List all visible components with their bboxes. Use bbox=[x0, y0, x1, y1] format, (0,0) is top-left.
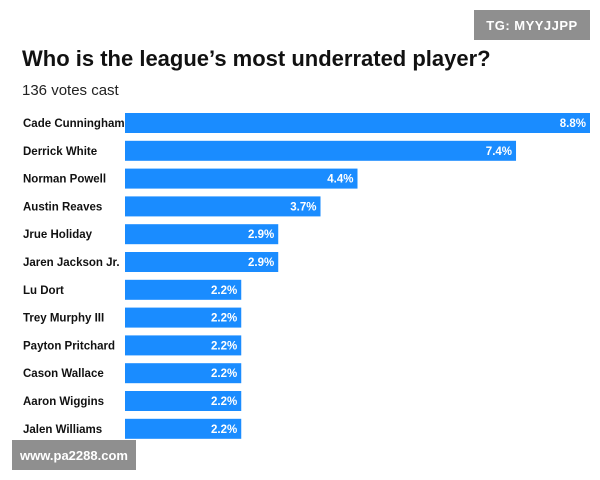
watermark-bottom-left: www.pa2288.com bbox=[12, 440, 136, 470]
value-label: 2.2% bbox=[211, 396, 237, 408]
bar bbox=[125, 335, 242, 356]
category-label: Austin Reaves bbox=[23, 201, 102, 213]
category-label: Jalen Williams bbox=[23, 424, 102, 436]
bar bbox=[125, 196, 321, 217]
value-label: 2.2% bbox=[211, 424, 237, 436]
category-label: Payton Pritchard bbox=[23, 340, 115, 352]
value-label: 2.2% bbox=[211, 368, 237, 380]
category-label: Lu Dort bbox=[23, 285, 64, 297]
bar bbox=[125, 168, 358, 189]
value-label: 2.9% bbox=[248, 257, 274, 269]
value-label: 2.2% bbox=[211, 285, 237, 297]
bar bbox=[125, 140, 517, 161]
category-label: Cason Wallace bbox=[23, 368, 104, 380]
bar bbox=[125, 252, 279, 272]
value-label: 2.2% bbox=[211, 313, 237, 325]
value-label: 2.2% bbox=[211, 340, 237, 352]
category-label: Jaren Jackson Jr. bbox=[23, 257, 120, 269]
bar bbox=[125, 224, 279, 245]
bar bbox=[125, 279, 242, 300]
chart-title: Who is the league’s most underrated play… bbox=[22, 46, 491, 71]
category-label: Jrue Holiday bbox=[23, 229, 93, 241]
bar bbox=[125, 113, 590, 133]
value-label: 8.8% bbox=[560, 118, 586, 130]
category-label: Derrick White bbox=[23, 146, 97, 158]
category-label: Cade Cunningham bbox=[23, 118, 125, 130]
chart-subtitle: 136 votes cast bbox=[22, 82, 119, 99]
value-label: 3.7% bbox=[290, 201, 316, 213]
value-label: 4.4% bbox=[327, 174, 353, 186]
category-label: Trey Murphy III bbox=[23, 313, 104, 325]
category-label: Norman Powell bbox=[23, 174, 106, 186]
watermark-top-right: TG: MYYJJPP bbox=[474, 10, 590, 40]
bar bbox=[125, 307, 242, 328]
value-label: 7.4% bbox=[486, 146, 512, 158]
value-label: 2.9% bbox=[248, 229, 274, 241]
bar bbox=[125, 418, 242, 439]
category-label: Aaron Wiggins bbox=[23, 396, 104, 408]
bar bbox=[125, 363, 242, 384]
bar bbox=[125, 391, 242, 411]
